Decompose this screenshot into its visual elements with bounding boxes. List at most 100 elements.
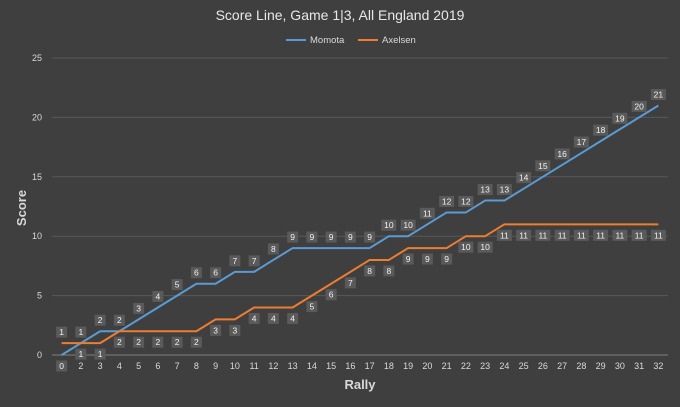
data-label-axelsen-box (190, 336, 202, 348)
data-label-momota: 15 (538, 161, 548, 171)
data-label-momota: 16 (557, 149, 567, 159)
data-label-momota: 4 (156, 291, 161, 301)
data-label-axelsen: 1 (59, 327, 64, 337)
legend-label: Momota (310, 35, 345, 46)
x-tick-label: 5 (136, 361, 141, 371)
data-label-axelsen: 3 (213, 325, 218, 335)
data-label-axelsen: 10 (480, 242, 490, 252)
data-label-axelsen-box (383, 265, 395, 277)
x-tick-label: 27 (557, 361, 567, 371)
x-tick-label: 3 (98, 361, 103, 371)
data-label-axelsen: 2 (175, 337, 180, 347)
x-tick-label: 12 (268, 361, 278, 371)
data-label-axelsen-box (496, 229, 512, 241)
data-label-momota-box (400, 219, 416, 231)
data-label-momota: 5 (175, 280, 180, 290)
data-label-momota-box (650, 89, 666, 101)
x-tick-label: 24 (499, 361, 509, 371)
data-label-axelsen-box (248, 312, 260, 324)
data-label-momota: 10 (403, 220, 413, 230)
data-label-axelsen: 10 (461, 242, 471, 252)
data-label-axelsen-box (113, 336, 125, 348)
data-label-axelsen-box (421, 253, 433, 265)
data-label-axelsen: 11 (654, 230, 663, 240)
data-label-momota-box (152, 290, 164, 302)
data-label-momota: 13 (480, 185, 490, 195)
data-label-momota-box (364, 231, 376, 243)
data-label-momota-box (248, 255, 260, 267)
data-label-axelsen: 11 (500, 230, 509, 240)
data-label-axelsen-box (94, 348, 106, 360)
y-tick-label: 15 (32, 172, 42, 182)
data-label-axelsen: 8 (367, 266, 372, 276)
data-label-axelsen-box (75, 348, 87, 360)
series-lines (61, 104, 659, 356)
data-label-momota-box (75, 326, 87, 338)
data-label-momota-box (477, 184, 493, 196)
x-tick-label: 19 (403, 361, 413, 371)
data-label-momota: 1 (79, 327, 84, 337)
data-label-axelsen-box (477, 241, 493, 253)
data-label-momota: 2 (98, 315, 103, 325)
y-tick-label: 5 (37, 291, 42, 301)
x-axis-ticks: 1234567891011121314151617181920212223242… (59, 361, 663, 371)
y-axis-title: Score (14, 190, 29, 226)
x-tick-label: 16 (345, 361, 355, 371)
data-label-axelsen-box (325, 289, 337, 301)
gridlines (52, 57, 668, 356)
data-label-momota: 9 (329, 232, 334, 242)
data-label-axelsen: 1 (79, 349, 84, 359)
data-label-momota: 7 (233, 256, 238, 266)
x-tick-label: 17 (365, 361, 375, 371)
data-labels: 01 11212232425262637374849495969798108109… (56, 89, 666, 372)
data-label-axelsen-box (650, 229, 666, 241)
data-label-momota-box (267, 243, 279, 255)
x-tick-label: 23 (480, 361, 490, 371)
data-label-axelsen: 11 (538, 230, 547, 240)
data-label-axelsen-box (171, 336, 183, 348)
y-tick-label: 25 (32, 53, 42, 63)
data-label-momota-box (113, 314, 125, 326)
data-label-momota-box (210, 267, 222, 279)
data-label-momota-box (190, 267, 202, 279)
data-label-axelsen: 2 (194, 337, 199, 347)
data-label-axelsen: 3 (233, 325, 238, 335)
data-label-axelsen: 4 (252, 313, 257, 323)
x-tick-label: 2 (78, 361, 83, 371)
data-label-axelsen: 8 (387, 266, 392, 276)
chart-title: Score Line, Game 1|3, All England 2019 (216, 7, 465, 23)
data-label-axelsen-box (287, 312, 299, 324)
data-label-axelsen-box (56, 326, 68, 338)
data-label-momota: 18 (596, 125, 606, 135)
data-label-axelsen: 4 (271, 313, 276, 323)
data-label-momota: 13 (500, 185, 510, 195)
data-label-momota: 8 (271, 244, 276, 254)
data-label-momota-box (612, 112, 628, 124)
x-tick-label: 10 (230, 361, 240, 371)
data-label-momota-box (458, 195, 474, 207)
x-tick-label: 20 (422, 361, 432, 371)
data-label-momota: 12 (442, 196, 452, 206)
x-tick-label: 28 (576, 361, 586, 371)
data-label-axelsen-box (458, 241, 474, 253)
series-line-momota (61, 104, 659, 356)
y-axis-ticks: 0 5 10 15 20 25 (32, 53, 42, 360)
data-label-momota-box (593, 124, 609, 136)
data-label-momota-box (631, 100, 647, 112)
data-label-axelsen: 9 (406, 254, 411, 264)
data-label-momota-box (439, 195, 455, 207)
x-tick-label: 6 (155, 361, 160, 371)
data-label-axelsen: 11 (615, 230, 624, 240)
data-label-momota: 9 (348, 232, 353, 242)
data-label-momota: 17 (577, 137, 587, 147)
data-label-axelsen: 2 (136, 337, 141, 347)
data-label-axelsen: 11 (558, 230, 567, 240)
data-label-momota: 9 (310, 232, 315, 242)
x-tick-label: 7 (175, 361, 180, 371)
data-label-axelsen-box (441, 253, 453, 265)
data-label-axelsen: 4 (290, 313, 295, 323)
y-tick-label: 0 (37, 350, 42, 360)
data-label-momota: 19 (615, 113, 625, 123)
data-label-axelsen: 11 (596, 230, 605, 240)
